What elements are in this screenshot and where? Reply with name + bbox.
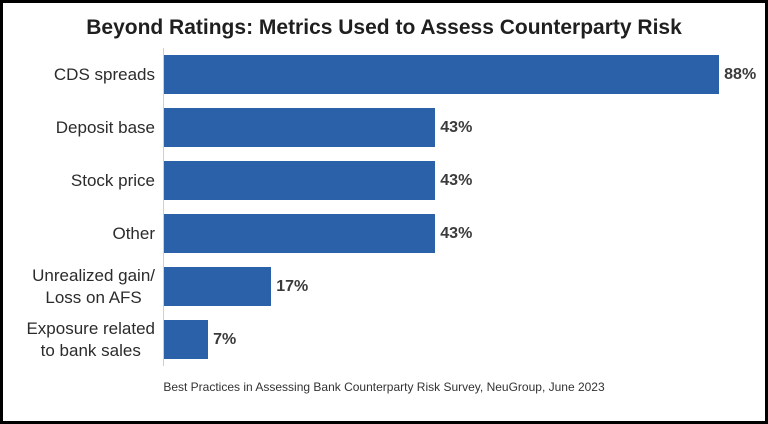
value-label: 43% <box>440 118 473 136</box>
category-label: Exposure related to bank sales <box>26 318 155 360</box>
chart-row: CDS spreads 88% <box>13 48 757 102</box>
category-label: Stock price <box>70 170 155 190</box>
bar-chart: CDS spreads 88% Deposit base 43% Stock p… <box>13 48 757 367</box>
category-label: CDS spreads <box>53 64 155 84</box>
value-label: 43% <box>440 224 473 242</box>
bar-zone: 17% <box>163 260 757 314</box>
bar-stock-price <box>164 161 436 201</box>
bar-zone: 88% <box>163 48 757 102</box>
chart-row: Other 43% <box>13 207 757 261</box>
bar-zone: 43% <box>163 101 757 155</box>
chart-row: Deposit base 43% <box>13 101 757 155</box>
chart-row: Stock price 43% <box>13 154 757 208</box>
bar-zone: 43% <box>163 207 757 261</box>
source-note: Best Practices in Assessing Bank Counter… <box>163 380 605 395</box>
category-label: Unrealized gain/ Loss on AFS <box>32 265 155 307</box>
value-label: 17% <box>276 277 309 295</box>
chart-row: Exposure related to bank sales 7% <box>13 313 757 367</box>
bar-other <box>164 214 436 254</box>
value-label: 88% <box>724 65 757 83</box>
chart-title: Beyond Ratings: Metrics Used to Assess C… <box>86 16 682 39</box>
chart-row: Unrealized gain/ Loss on AFS 17% <box>13 260 757 314</box>
bar-zone: 43% <box>163 154 757 208</box>
category-label: Deposit base <box>55 117 155 137</box>
bar-exposure-bank-sales <box>164 320 209 360</box>
value-label: 7% <box>213 330 237 348</box>
bar-cds-spreads <box>164 55 720 95</box>
category-label: Other <box>112 223 155 243</box>
bar-zone: 7% <box>163 313 757 367</box>
value-label: 43% <box>440 171 473 189</box>
bar-deposit-base <box>164 108 436 148</box>
bar-unrealized-gain-loss-afs <box>164 267 272 307</box>
